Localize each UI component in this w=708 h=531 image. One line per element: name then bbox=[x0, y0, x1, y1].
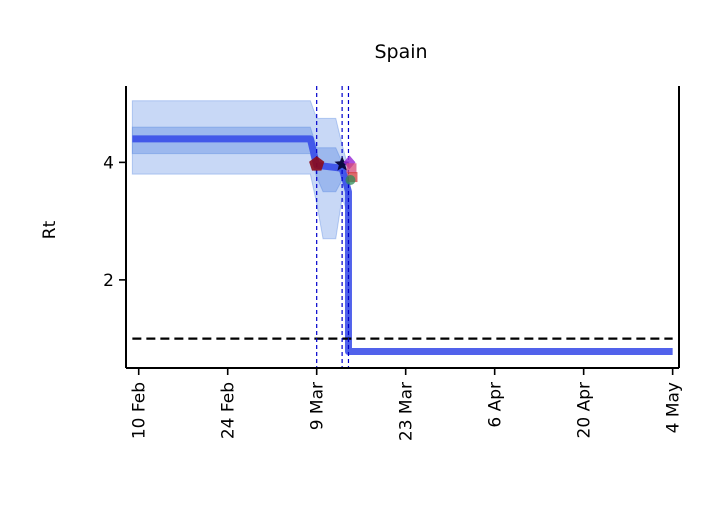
chart-title: Spain bbox=[374, 41, 427, 63]
marker-circle-6 bbox=[345, 175, 356, 185]
marker-square-4 bbox=[346, 163, 357, 174]
marker-star-2 bbox=[334, 156, 350, 171]
confidence-band-outer bbox=[131, 100, 349, 356]
x-tick-label-2: 24 Feb bbox=[219, 382, 239, 439]
x-tick-label-5: 6 Apr bbox=[486, 382, 506, 428]
marker-pentagon-1 bbox=[309, 156, 325, 171]
x-tick-label-7: 4 May bbox=[664, 382, 684, 433]
series-line-rt bbox=[132, 135, 673, 356]
x-tick-label-4: 23 Mar bbox=[397, 382, 417, 441]
axes: 10 Feb 24 Feb 9 Mar 23 Mar 6 Apr 20 Apr 4 May 2… bbox=[103, 86, 684, 441]
y-tick-label-1: 2 bbox=[103, 271, 114, 291]
y-axis-label: Rt bbox=[40, 220, 60, 239]
x-tick-label-1: 10 Feb bbox=[130, 382, 150, 439]
x-tick-label-6: 20 Apr bbox=[575, 382, 595, 438]
x-tick-label-3: 9 Mar bbox=[308, 382, 328, 430]
y-tick-label-2: 4 bbox=[103, 153, 114, 173]
plot-area bbox=[131, 86, 673, 368]
